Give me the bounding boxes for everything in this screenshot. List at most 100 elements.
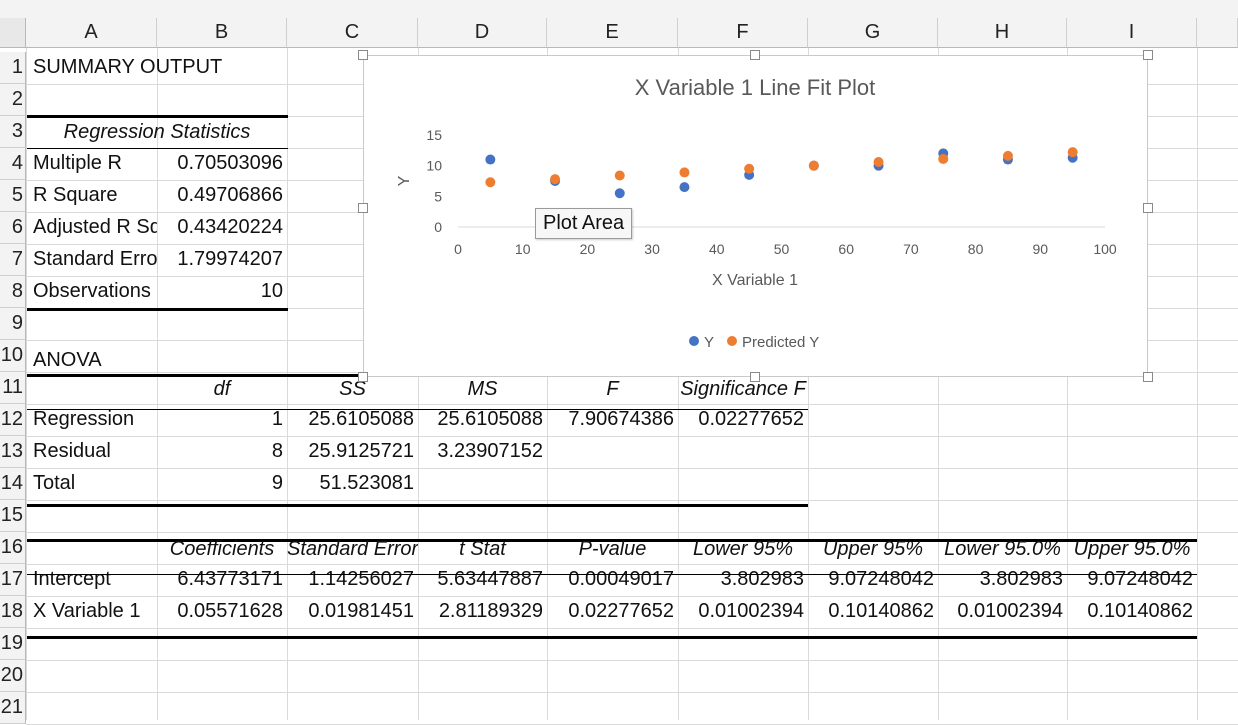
row-header-12[interactable]: 12 xyxy=(0,404,26,436)
row-header-16[interactable]: 16 xyxy=(0,532,26,564)
row-header-4[interactable]: 4 xyxy=(0,148,26,180)
anova-header[interactable]: MS xyxy=(467,378,498,400)
coef-header[interactable]: Lower 95% xyxy=(692,538,794,560)
row-header-10[interactable]: 10 xyxy=(0,340,26,372)
coef-header[interactable]: Upper 95.0% xyxy=(1073,538,1191,560)
row-header-15[interactable]: 15 xyxy=(0,500,26,532)
anova-cell[interactable] xyxy=(418,468,547,499)
column-header-a[interactable]: A xyxy=(26,18,157,48)
row-header-8[interactable]: 8 xyxy=(0,276,26,308)
stat-label[interactable]: Standard Error xyxy=(33,248,157,270)
chart-resize-handle[interactable] xyxy=(358,203,368,213)
row-header-11[interactable]: 11 xyxy=(0,372,26,404)
anova-row-label[interactable]: Regression xyxy=(33,408,135,430)
chart-container[interactable]: X Variable 1 Line Fit Plot 0 5 10 15 0 10 20 30 4… xyxy=(363,55,1148,377)
anova-cell[interactable]: 25.9125721 xyxy=(308,440,414,462)
anova-cell[interactable] xyxy=(547,468,678,499)
row-header-1[interactable]: 1 xyxy=(0,52,26,84)
coef-row-label[interactable]: X Variable 1 xyxy=(33,600,141,622)
column-header-h[interactable]: H xyxy=(938,18,1067,48)
row-header-5[interactable]: 5 xyxy=(0,180,26,212)
anova-row-label[interactable]: Total xyxy=(33,472,76,494)
anova-cell[interactable]: 51.523081 xyxy=(319,472,414,494)
coef-cell[interactable]: 0.10140862 xyxy=(1087,600,1193,622)
row-header-19[interactable]: 19 xyxy=(0,628,26,660)
row-header-6[interactable]: 6 xyxy=(0,212,26,244)
chart-resize-handle[interactable] xyxy=(1143,372,1153,382)
coef-cell[interactable]: 2.81189329 xyxy=(438,600,543,622)
column-header-d[interactable]: D xyxy=(418,18,547,48)
coef-cell[interactable]: 3.802983 xyxy=(979,568,1063,590)
stat-label[interactable]: R Square xyxy=(33,184,118,206)
coef-cell[interactable]: 0.00049017 xyxy=(568,568,674,590)
column-header-g[interactable]: G xyxy=(808,18,938,48)
chart-resize-handle[interactable] xyxy=(1143,203,1153,213)
row-header-21[interactable]: 21 xyxy=(0,692,26,724)
coef-cell[interactable]: 1.14256027 xyxy=(308,568,414,590)
row-header-7[interactable]: 7 xyxy=(0,244,26,276)
coef-cell[interactable]: 6.43773171 xyxy=(177,568,283,590)
coef-header[interactable]: Coefficients xyxy=(169,538,275,560)
column-header-i[interactable]: I xyxy=(1067,18,1197,48)
anova-cell[interactable]: 9 xyxy=(271,472,283,494)
coef-cell[interactable]: 9.07248042 xyxy=(1087,568,1193,590)
row-header-13[interactable]: 13 xyxy=(0,436,26,468)
coef-cell[interactable]: 0.01002394 xyxy=(957,600,1063,622)
coef-cell[interactable]: 3.802983 xyxy=(720,568,804,590)
anova-header[interactable]: F xyxy=(606,378,619,400)
coef-header[interactable]: t Stat xyxy=(459,538,506,560)
anova-cell[interactable] xyxy=(678,436,808,467)
anova-cell[interactable] xyxy=(547,436,678,467)
coef-header[interactable]: Lower 95.0% xyxy=(944,538,1061,560)
coef-row-label[interactable]: Intercept xyxy=(33,568,111,590)
anova-row-label[interactable]: Residual xyxy=(33,440,111,462)
coef-cell[interactable]: 0.05571628 xyxy=(177,600,283,622)
anova-header[interactable]: Significance F xyxy=(680,378,806,400)
coef-cell[interactable]: 0.02277652 xyxy=(568,600,674,622)
anova-cell[interactable]: 3.23907152 xyxy=(437,440,543,462)
coef-cell[interactable]: 0.01002394 xyxy=(698,600,804,622)
chart-resize-handle[interactable] xyxy=(750,50,760,60)
coef-cell[interactable]: 0.01981451 xyxy=(308,600,414,622)
anova-cell[interactable] xyxy=(678,468,808,499)
stat-value[interactable]: 1.79974207 xyxy=(177,248,283,270)
coef-header[interactable]: Upper 95% xyxy=(822,538,924,560)
column-header-b[interactable]: B xyxy=(157,18,287,48)
row-header-17[interactable]: 17 xyxy=(0,564,26,596)
column-header-c[interactable]: C xyxy=(287,18,418,48)
chart-resize-handle[interactable] xyxy=(750,372,760,382)
anova-header[interactable]: df xyxy=(213,378,231,400)
anova-cell[interactable]: 25.6105088 xyxy=(437,408,543,430)
stat-value[interactable]: 0.49706866 xyxy=(177,184,283,206)
anova-cell[interactable]: 25.6105088 xyxy=(308,408,414,430)
column-header-partial[interactable] xyxy=(1197,18,1238,48)
row-header-3[interactable]: 3 xyxy=(0,116,26,148)
column-header-e[interactable]: E xyxy=(547,18,678,48)
coef-header[interactable]: Standard Error xyxy=(287,538,418,560)
chart-resize-handle[interactable] xyxy=(358,50,368,60)
anova-header[interactable]: SS xyxy=(339,378,366,400)
anova-cell[interactable]: 1 xyxy=(271,408,283,430)
coef-cell[interactable]: 0.10140862 xyxy=(828,600,934,622)
anova-cell[interactable]: 8 xyxy=(271,440,283,462)
stat-label[interactable]: Multiple R xyxy=(33,152,122,174)
row-header-14[interactable]: 14 xyxy=(0,468,26,500)
stat-value[interactable]: 0.43420224 xyxy=(177,216,283,238)
chart-resize-handle[interactable] xyxy=(1143,50,1153,60)
stat-value[interactable]: 0.70503096 xyxy=(177,152,283,174)
row-header-9[interactable]: 9 xyxy=(0,308,26,340)
anova-cell[interactable]: 0.02277652 xyxy=(698,408,804,430)
stat-label[interactable]: Adjusted R Square xyxy=(33,216,157,238)
row-header-18[interactable]: 18 xyxy=(0,596,26,628)
anova-cell[interactable]: 7.90674386 xyxy=(568,408,674,430)
select-all-corner[interactable] xyxy=(0,18,26,48)
coef-cell[interactable]: 9.07248042 xyxy=(828,568,934,590)
coef-header[interactable]: P-value xyxy=(578,538,647,560)
stat-label[interactable]: Observations xyxy=(33,280,151,302)
row-header-20[interactable]: 20 xyxy=(0,660,26,692)
column-header-f[interactable]: F xyxy=(678,18,808,48)
chart-resize-handle[interactable] xyxy=(358,372,368,382)
coef-cell[interactable]: 5.63447887 xyxy=(437,568,543,590)
row-header-2[interactable]: 2 xyxy=(0,84,26,116)
